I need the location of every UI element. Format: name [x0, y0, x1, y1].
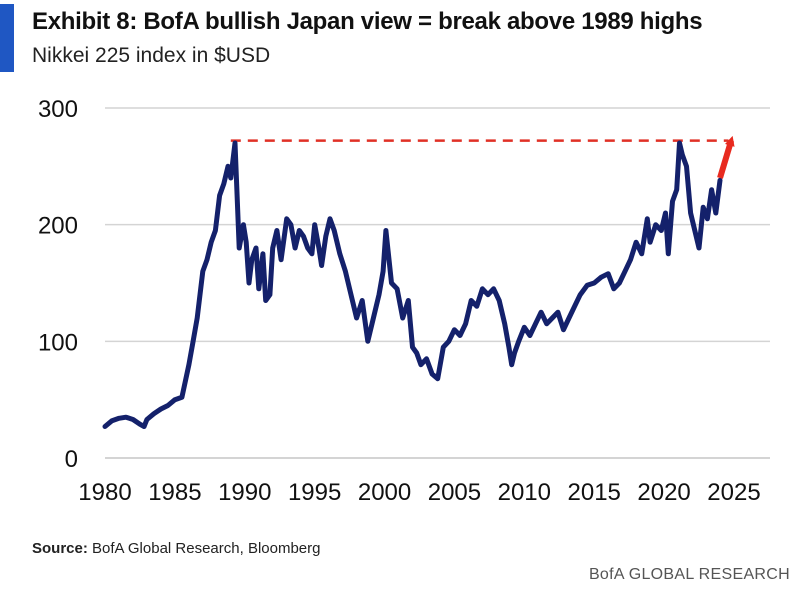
y-tick-label: 0 [65, 446, 78, 473]
x-tick-label: 2010 [498, 479, 551, 506]
y-tick-label: 100 [38, 329, 78, 356]
breakout-arrow [717, 135, 735, 179]
source-note: Source: BofA Global Research, Bloomberg [32, 540, 321, 557]
x-tick-label: 1985 [148, 479, 201, 506]
y-tick-label: 300 [38, 96, 78, 123]
chart-subtitle: Nikkei 225 index in $USD [32, 44, 271, 67]
gridlines [105, 107, 770, 459]
x-tick-label: 1980 [78, 479, 131, 506]
x-tick-label: 1995 [288, 479, 341, 506]
y-axis-tick-labels: 0 100 200 300 [38, 96, 78, 473]
x-tick-label: 2000 [358, 479, 411, 506]
x-tick-label: 1990 [218, 479, 271, 506]
series-line-nikkei-usd [102, 140, 723, 429]
y-tick-label: 200 [38, 213, 78, 240]
source-label: Source: [32, 540, 88, 557]
chart-title: Exhibit 8: BofA bullish Japan view = bre… [32, 8, 703, 35]
brand-footer: BofA GLOBAL RESEARCH [588, 566, 790, 583]
x-axis-tick-labels: 1980 1985 1990 1995 2000 2005 2010 2015 2020 2025 [78, 479, 760, 506]
x-tick-label: 2025 [707, 479, 760, 506]
x-tick-label: 2015 [568, 479, 621, 506]
title-accent-bar [0, 4, 14, 72]
x-tick-label: 2005 [428, 479, 481, 506]
x-tick-label: 2020 [637, 479, 690, 506]
source-text: BofA Global Research, Bloomberg [92, 540, 321, 557]
